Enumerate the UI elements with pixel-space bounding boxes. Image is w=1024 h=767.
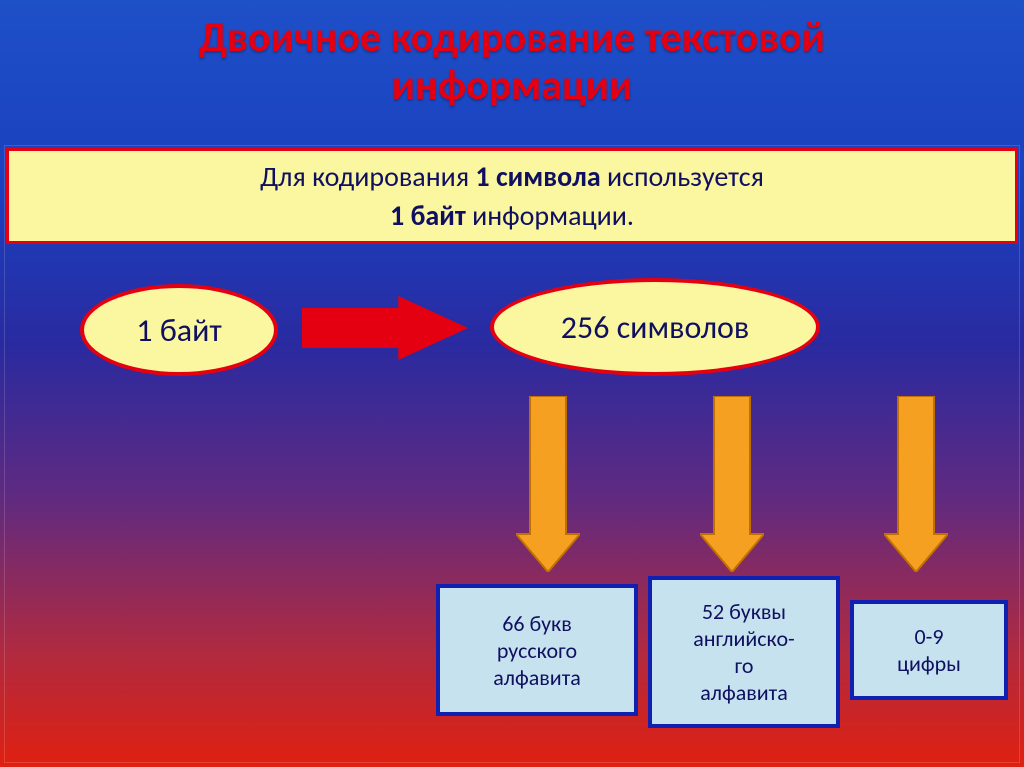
info-box: Для кодирования 1 символа используется 1… <box>6 148 1018 244</box>
info-post2: информации. <box>466 198 634 233</box>
title-line-2: информации <box>0 62 1024 110</box>
category-box: 0-9цифры <box>850 600 1008 700</box>
category-box-text: 52 буквыанглийско-гоалфавита <box>693 598 795 706</box>
info-pre1: Для кодирования <box>260 159 475 194</box>
arrow-down-icon <box>700 396 764 572</box>
ellipse-byte-label: 1 байт <box>136 311 222 350</box>
slide: Двоичное кодирование текстовой информаци… <box>0 0 1024 767</box>
info-bold1: 1 символа <box>475 159 600 194</box>
title-line-1: Двоичное кодирование текстовой <box>0 14 1024 62</box>
slide-title: Двоичное кодирование текстовой информаци… <box>0 14 1024 111</box>
category-box: 52 буквыанглийско-гоалфавита <box>648 576 840 728</box>
info-line-2: 1 байт информации. <box>9 196 1015 235</box>
arrow-down-shape <box>700 396 764 572</box>
arrow-right-shape <box>302 296 468 360</box>
info-post1: используется <box>601 159 764 194</box>
ellipse-symbols: 256 символов <box>490 278 820 376</box>
arrow-down-shape <box>884 396 948 572</box>
info-bold2: 1 байт <box>390 198 466 233</box>
ellipse-symbols-label: 256 символов <box>561 308 750 347</box>
category-box-text: 0-9цифры <box>897 623 961 677</box>
arrow-down-icon <box>516 396 580 572</box>
ellipse-byte: 1 байт <box>80 284 278 376</box>
category-box: 66 букврусскогоалфавита <box>436 584 638 716</box>
info-line-1: Для кодирования 1 символа используется <box>9 157 1015 196</box>
arrow-down-shape <box>516 396 580 572</box>
arrow-down-icon <box>884 396 948 572</box>
arrow-right-icon <box>302 296 468 360</box>
category-box-text: 66 букврусскогоалфавита <box>493 610 581 691</box>
